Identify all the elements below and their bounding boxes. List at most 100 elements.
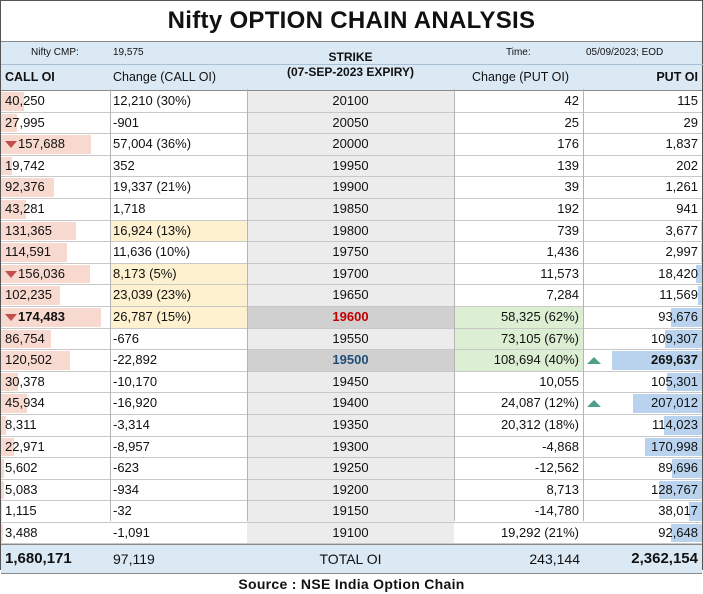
put-change-cell: 42 (564, 93, 579, 108)
put-oi-bar (698, 286, 702, 305)
put-change-cell: -12,562 (534, 460, 579, 476)
call-oi-cell: 131,365 (5, 221, 52, 242)
table-header: Nifty CMP: 19,575 Time: 05/09/2023; EOD … (1, 42, 703, 91)
put-oi-cell: 38,017 (658, 503, 698, 519)
table-row: 30,378 -10,170 19450 10,055 105,301 (1, 371, 702, 394)
call-oi-cell: 45,934 (5, 393, 45, 414)
put-oi-cell: 115 (677, 93, 698, 108)
put-oi-bar (671, 307, 702, 327)
call-oi-cell: 5,083 (5, 480, 38, 501)
put-oi-bar (701, 221, 702, 241)
strike-cell: 19450 (332, 373, 369, 389)
strike-cell: 19400 (332, 395, 369, 411)
put-oi-cell: 269,637 (651, 352, 698, 368)
call-oi-value: 43,281 (5, 200, 45, 216)
call-oi-bar (1, 459, 4, 478)
call-oi-value: 40,250 (5, 93, 45, 108)
down-arrow-icon (5, 314, 17, 321)
call-oi-bar (1, 502, 2, 521)
call-oi-cell: 92,376 (5, 177, 45, 198)
call-change-cell: -22,892 (113, 352, 158, 368)
call-oi-bar (1, 264, 90, 284)
total-label: TOTAL OI (319, 551, 382, 568)
column-divider (454, 89, 455, 521)
put-change-highlight (454, 306, 583, 328)
put-change-cell: 10,055 (539, 373, 579, 389)
put-change-cell: 8,713 (546, 481, 579, 497)
put-change-highlight (454, 328, 583, 350)
call-oi-cell: 157,688 (5, 134, 65, 155)
call-change-cell: -623 (113, 460, 140, 476)
call-oi-bar (1, 113, 17, 133)
put-oi-cell: 109,307 (651, 330, 698, 346)
strike-cell-bg (247, 328, 454, 350)
put-oi-bar (672, 459, 702, 478)
call-oi-cell: 30,378 (5, 372, 45, 393)
strike-cell: 19950 (332, 157, 369, 173)
strike-cell: 19650 (332, 287, 369, 303)
time-value: 05/09/2023; EOD (586, 47, 664, 58)
call-change-cell: -10,170 (113, 373, 158, 389)
strike-cell-bg (247, 91, 454, 112)
column-divider (583, 89, 584, 521)
call-oi-bar (1, 199, 26, 219)
call-change-cell: -8,957 (113, 438, 150, 454)
table-row: 19,742 352 19950 139 202 (1, 155, 702, 178)
total-put-change: 243,144 (529, 551, 580, 568)
strike-cell-bg (247, 371, 454, 393)
strike-cell-bg (247, 522, 454, 544)
total-call-oi: 1,680,171 (5, 550, 72, 568)
call-oi-value: 8,311 (5, 416, 37, 432)
call-oi-cell: 102,235 (5, 285, 52, 306)
call-oi-bar (1, 372, 18, 392)
call-oi-bar (1, 243, 67, 262)
put-oi-bar (701, 243, 702, 262)
put-oi-cell: 941 (676, 200, 698, 216)
call-oi-value: 174,483 (18, 308, 65, 324)
call-oi-bar (1, 178, 54, 197)
call-oi-bar (1, 307, 101, 327)
call-change-cell: -3,314 (113, 416, 150, 432)
put-oi-cell: 93,676 (658, 308, 698, 324)
put-oi-bar (645, 437, 702, 457)
call-oi-value: 120,502 (5, 352, 52, 368)
put-change-cell: 73,105 (67%) (500, 330, 579, 346)
table-row: 102,235 23,039 (23%) 19650 7,284 11,569 (1, 285, 702, 307)
put-change-cell: 39 (564, 179, 579, 195)
put-change-cell: 25 (564, 114, 579, 130)
put-oi-cell: 170,998 (651, 438, 698, 454)
strike-cell: 20100 (332, 93, 369, 108)
put-oi-bar (612, 351, 702, 370)
strike-cell-bg (247, 242, 454, 263)
put-oi-cell: 92,648 (658, 524, 698, 540)
call-oi-cell: 19,742 (5, 156, 45, 177)
call-oi-bar (1, 480, 4, 500)
call-change-cell: 352 (113, 157, 135, 173)
strike-cell-bg (247, 501, 454, 522)
call-oi-bar (1, 351, 70, 370)
table-row: 8,311 -3,314 19350 20,312 (18%) 114,023 (1, 414, 702, 437)
call-oi-bar (1, 329, 51, 349)
call-change-cell: 8,173 (5%) (113, 265, 177, 281)
strike-cell: 20050 (332, 114, 369, 130)
call-oi-value: 131,365 (5, 222, 52, 238)
call-oi-cell: 156,036 (5, 264, 65, 285)
call-oi-cell: 40,250 (5, 91, 45, 112)
put-oi-cell: 105,301 (651, 373, 698, 389)
strike-cell-bg (247, 393, 454, 414)
strike-cell-bg (247, 177, 454, 198)
call-oi-value: 3,488 (5, 524, 38, 540)
cmp-label: Nifty CMP: (31, 47, 79, 58)
strike-cell: 19550 (332, 330, 369, 346)
call-change-cell: 26,787 (15%) (113, 308, 192, 324)
put-change-cell: 108,694 (40%) (493, 352, 579, 368)
put-change-cell: 58,325 (62%) (500, 308, 579, 324)
call-oi-cell: 86,754 (5, 329, 45, 350)
call-oi-cell: 114,591 (5, 242, 51, 263)
call-oi-value: 114,591 (5, 244, 52, 260)
put-oi-cell: 1,261 (665, 179, 698, 195)
strike-cell: 19800 (332, 222, 369, 238)
call-change-cell: 57,004 (36%) (113, 136, 192, 152)
change-put-oi-header: Change (PUT OI) (472, 70, 570, 84)
put-change-cell: 192 (557, 200, 579, 216)
